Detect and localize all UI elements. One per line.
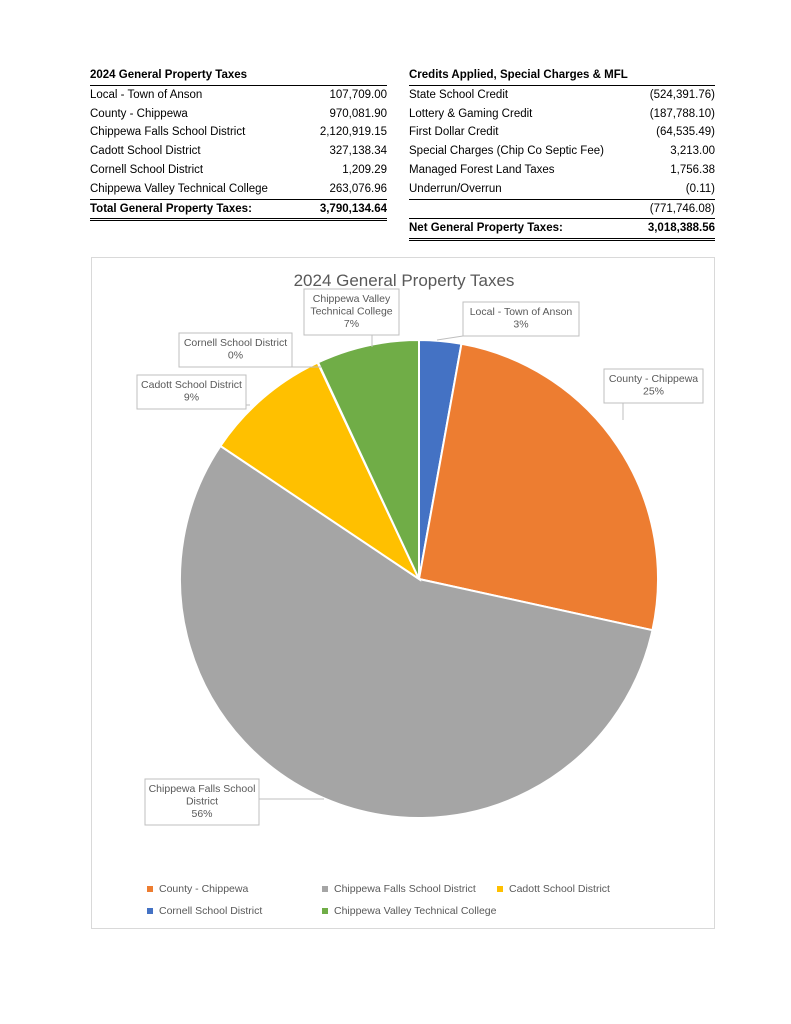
pie-slice-county-chippewa — [417, 342, 660, 632]
data-label-percent: 7% — [344, 318, 359, 330]
row-label: First Dollar Credit — [409, 126, 499, 139]
data-label-percent: 3% — [513, 319, 528, 331]
legend-label: Cadott School District — [509, 883, 610, 895]
data-label-text: Technical College — [310, 306, 392, 318]
legend-label: Cornell School District — [159, 905, 263, 917]
chart-title: 2024 General Property Taxes — [294, 271, 515, 290]
callout-box — [603, 368, 704, 404]
row-value: 1,756.38 — [670, 163, 715, 176]
pie-chart: 2024 General Property Taxes Local - Town… — [136, 271, 704, 826]
row-value: 327,138.34 — [329, 145, 387, 158]
callout-box — [144, 778, 260, 826]
legend-item: Cadott School District — [497, 883, 610, 895]
data-label-percent: 25% — [643, 386, 664, 398]
row-label: State School Credit — [409, 88, 509, 101]
table-row: Managed Forest Land Taxes 1,756.38 — [409, 161, 715, 180]
callout-box — [462, 301, 580, 337]
legend-label: Chippewa Falls School District — [334, 883, 476, 895]
table-row: Special Charges (Chip Co Septic Fee) 3,21… — [409, 142, 715, 161]
row-label: Chippewa Valley Technical College — [90, 182, 268, 195]
general-property-taxes-table: 2024 General Property Taxes Local - Town… — [90, 66, 387, 222]
pie-slice-chippewa-valley-technical-college — [316, 338, 420, 580]
table-header-row: Credits Applied, Special Charges & MFL — [409, 66, 715, 86]
table-row: Chippewa Falls School District 2,120,919.… — [90, 123, 387, 142]
row-label: Chippewa Falls School District — [90, 126, 246, 139]
table-header-row: 2024 General Property Taxes — [90, 66, 387, 86]
data-label-text: District — [186, 796, 218, 808]
table-row: Cornell School District 1,209.29 — [90, 161, 387, 180]
table-row: First Dollar Credit (64,535.49) — [409, 123, 715, 142]
row-label: Special Charges (Chip Co Septic Fee) — [409, 145, 604, 158]
row-value: (64,535.49) — [656, 126, 715, 139]
pie-slice-cadott-school-district — [219, 361, 422, 582]
total-value: 3,790,134.64 — [319, 202, 387, 215]
table-row: State School Credit (524,391.76) — [409, 86, 715, 105]
table-row: County - Chippewa 970,081.90 — [90, 105, 387, 124]
table-row: Local - Town of Anson 107,709.00 — [90, 86, 387, 105]
legend-swatch — [497, 886, 503, 893]
subtotal-value: (771,746.08) — [649, 202, 715, 215]
row-value: 2,120,919.15 — [319, 126, 387, 139]
data-label-percent: 56% — [191, 808, 212, 820]
subtotal-row: (771,746.08) — [409, 198, 715, 219]
row-label: Managed Forest Land Taxes — [409, 163, 555, 176]
pie-chart-area: 2024 General Property Taxes Local - Town… — [91, 257, 715, 929]
data-label-text: Chippewa Valley — [313, 293, 391, 305]
callout-box — [136, 374, 247, 410]
legend-item: Chippewa Falls School District — [322, 883, 476, 895]
data-label-text: Cadott School District — [141, 379, 242, 391]
legend-swatch — [322, 908, 328, 915]
row-label: County - Chippewa — [90, 107, 188, 120]
data-label-percent: 9% — [184, 392, 199, 404]
row-value: 107,709.00 — [329, 88, 387, 101]
row-value: (0.11) — [685, 182, 715, 195]
pie-slice-chippewa-falls-school-district — [179, 444, 654, 819]
table-row: Chippewa Valley Technical College 263,076… — [90, 180, 387, 199]
legend-swatch — [322, 886, 328, 893]
callout-box — [178, 332, 293, 368]
legend-item: Cornell School District — [147, 905, 262, 917]
row-label: Underrun/Overrun — [409, 182, 502, 195]
table-header: Credits Applied, Special Charges & MFL — [409, 69, 628, 81]
row-label: Cornell School District — [90, 163, 204, 176]
table-row: Underrun/Overrun (0.11) — [409, 180, 715, 199]
credits-charges-table: Credits Applied, Special Charges & MFL S… — [409, 66, 715, 242]
row-value: 1,209.29 — [342, 163, 387, 176]
callout-leader-line — [436, 335, 464, 341]
data-label-text: County - Chippewa — [609, 373, 698, 385]
legend-swatch — [147, 908, 153, 915]
data-label-text: Local - Town of Anson — [470, 306, 573, 318]
legend-label: County - Chippewa — [159, 883, 249, 895]
row-value: (524,391.76) — [649, 88, 715, 101]
row-label: Cadott School District — [90, 145, 201, 158]
net-value: 3,018,388.56 — [647, 222, 715, 235]
row-label: Local - Town of Anson — [90, 88, 203, 101]
legend-item: Chippewa Valley Technical College — [322, 905, 496, 917]
legend-swatch — [147, 886, 153, 893]
row-value: 3,213.00 — [670, 145, 715, 158]
data-label-text: Chippewa Falls School — [149, 783, 256, 795]
legend-label: Chippewa Valley Technical College — [334, 905, 497, 917]
legend-item: County - Chippewa — [147, 883, 248, 895]
table-row: Cadott School District 327,138.34 — [90, 142, 387, 161]
row-value: (187,788.10) — [649, 107, 715, 120]
data-label-text: Cornell School District — [184, 337, 287, 349]
total-label: Total General Property Taxes: — [90, 202, 252, 215]
net-total-row: Net General Property Taxes: 3,018,388.56 — [409, 218, 715, 242]
row-label: Lottery & Gaming Credit — [409, 107, 533, 120]
row-value: 263,076.96 — [329, 182, 387, 195]
callout-box — [303, 288, 400, 336]
net-label: Net General Property Taxes: — [409, 222, 563, 235]
total-row: Total General Property Taxes: 3,790,134.… — [90, 198, 387, 222]
table-row: Lottery & Gaming Credit (187,788.10) — [409, 105, 715, 124]
table-header: 2024 General Property Taxes — [90, 69, 248, 81]
data-label-percent: 0% — [228, 350, 243, 362]
row-value: 970,081.90 — [329, 107, 387, 120]
